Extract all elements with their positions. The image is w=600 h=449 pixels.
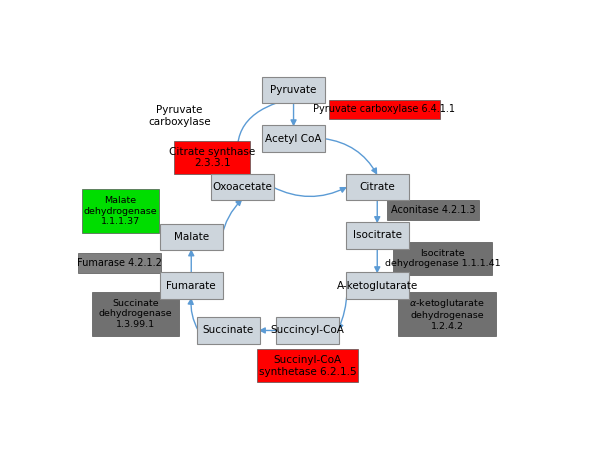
FancyBboxPatch shape — [329, 100, 440, 119]
FancyBboxPatch shape — [398, 291, 496, 336]
Text: Acetyl CoA: Acetyl CoA — [265, 134, 322, 144]
Text: Succinyl-CoA
synthetase 6.2.1.5: Succinyl-CoA synthetase 6.2.1.5 — [259, 355, 356, 377]
Text: Succinate
dehydrogenase
1.3.99.1: Succinate dehydrogenase 1.3.99.1 — [98, 299, 172, 329]
Text: Pyruvate
carboxylase: Pyruvate carboxylase — [148, 106, 211, 127]
Text: Fumarate: Fumarate — [166, 281, 216, 291]
FancyBboxPatch shape — [82, 189, 158, 233]
Text: Isocitrate: Isocitrate — [353, 230, 402, 240]
FancyBboxPatch shape — [346, 222, 409, 249]
FancyBboxPatch shape — [262, 77, 325, 103]
Text: $\alpha$-ketoglutarate
dehydrogenase
1.2.4.2: $\alpha$-ketoglutarate dehydrogenase 1.2… — [409, 297, 485, 331]
Text: Citrate synthase
2.3.3.1: Citrate synthase 2.3.3.1 — [169, 147, 256, 168]
FancyBboxPatch shape — [346, 174, 409, 200]
Text: Pyruvate: Pyruvate — [271, 85, 317, 95]
FancyBboxPatch shape — [257, 349, 358, 382]
Text: Malate
dehydrogenase
1.1.1.37: Malate dehydrogenase 1.1.1.37 — [84, 196, 157, 226]
FancyBboxPatch shape — [276, 317, 339, 343]
FancyBboxPatch shape — [392, 242, 492, 275]
Text: Citrate: Citrate — [359, 182, 395, 192]
FancyBboxPatch shape — [346, 273, 409, 299]
FancyBboxPatch shape — [174, 141, 250, 174]
Text: Succincyl-CoA: Succincyl-CoA — [271, 326, 344, 335]
Text: Malate: Malate — [173, 232, 209, 242]
FancyBboxPatch shape — [262, 125, 325, 152]
FancyBboxPatch shape — [160, 273, 223, 299]
FancyBboxPatch shape — [77, 253, 161, 273]
Text: A-ketoglutarate: A-ketoglutarate — [337, 281, 418, 291]
FancyBboxPatch shape — [197, 317, 260, 343]
Text: Pyruvate carboxylase 6.4.1.1: Pyruvate carboxylase 6.4.1.1 — [313, 104, 455, 114]
Text: Fumarase 4.2.1.2: Fumarase 4.2.1.2 — [77, 258, 161, 268]
FancyBboxPatch shape — [387, 200, 479, 220]
Text: Succinate: Succinate — [203, 326, 254, 335]
Text: Isocitrate
dehydrogenase 1.1.1.41: Isocitrate dehydrogenase 1.1.1.41 — [385, 249, 500, 268]
FancyBboxPatch shape — [92, 291, 179, 336]
Text: Aconitase 4.2.1.3: Aconitase 4.2.1.3 — [391, 205, 475, 215]
Text: Oxoacetate: Oxoacetate — [212, 182, 272, 192]
FancyBboxPatch shape — [211, 174, 274, 200]
FancyBboxPatch shape — [160, 224, 223, 250]
